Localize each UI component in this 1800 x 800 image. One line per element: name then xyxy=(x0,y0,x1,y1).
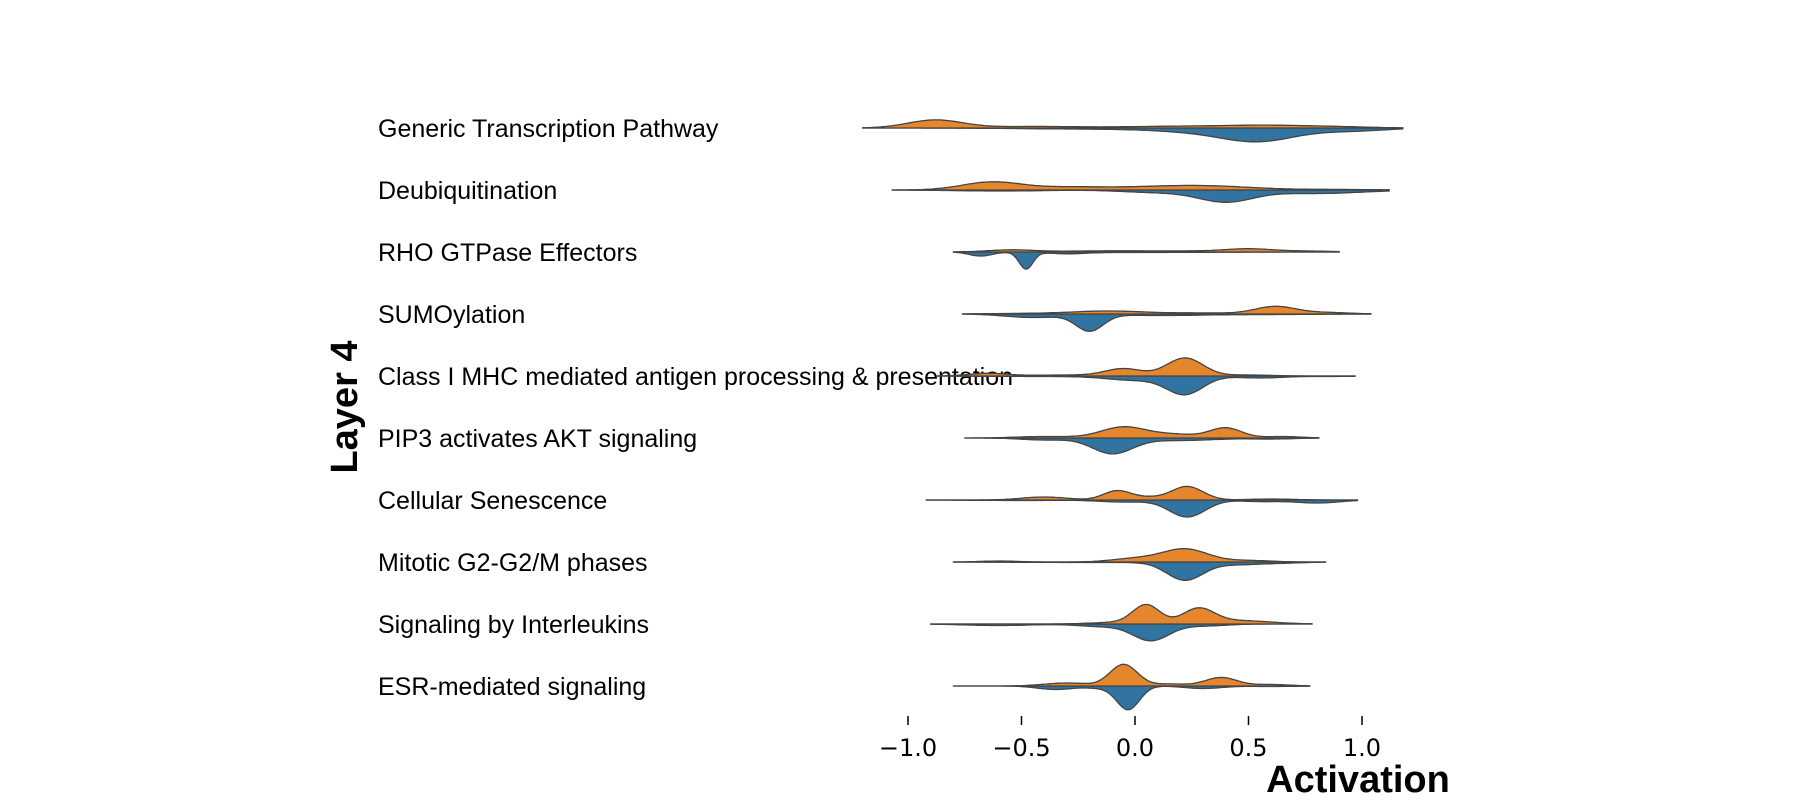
violin-lower-half xyxy=(961,313,1372,333)
violin-upper-half xyxy=(952,248,1340,253)
violin-upper-half xyxy=(925,485,1359,501)
violin-lower-half xyxy=(952,561,1327,581)
y-axis-title: Layer 4 xyxy=(324,340,366,473)
x-tick-label: 1.0 xyxy=(1343,734,1381,762)
violin-lower-half xyxy=(952,685,1311,711)
violin-upper-half xyxy=(952,663,1311,687)
row-label: Signaling by Interleukins xyxy=(378,611,649,639)
violin-upper-half xyxy=(952,547,1327,563)
violin-lower-half xyxy=(925,499,1359,518)
violin-lower-half xyxy=(930,623,1313,642)
row-label: Cellular Senescence xyxy=(378,487,607,515)
row-labels: Generic Transcription Pathway Deubiquitin… xyxy=(378,115,1013,701)
violin-upper-half xyxy=(930,603,1313,625)
x-tick-label: −0.5 xyxy=(992,734,1050,762)
violin-lower-half xyxy=(964,437,1320,455)
row-label: Mitotic G2-G2/M phases xyxy=(378,549,648,577)
x-tick-label: 0.0 xyxy=(1116,734,1154,762)
x-axis-title: Activation xyxy=(1266,759,1450,800)
x-axis: −1.0 −0.5 0.0 0.5 1.0 xyxy=(879,716,1381,762)
row-label: Deubiquitination xyxy=(378,177,557,205)
row-label: Class I MHC mediated antigen processing … xyxy=(378,363,1013,391)
violin-lower-half xyxy=(861,127,1404,143)
row-label: Generic Transcription Pathway xyxy=(378,115,719,143)
violin-upper-half xyxy=(936,357,1356,377)
row-label: RHO GTPase Effectors xyxy=(378,239,637,267)
violins xyxy=(861,119,1404,711)
violin-lower-half xyxy=(952,251,1340,270)
violin-upper-half xyxy=(891,181,1390,191)
row-label: SUMOylation xyxy=(378,301,525,329)
x-tick-label: −1.0 xyxy=(879,734,937,762)
violin-upper-half xyxy=(861,119,1404,129)
violin-upper-half xyxy=(961,305,1372,315)
row-label: PIP3 activates AKT signaling xyxy=(378,425,697,453)
violin-lower-half xyxy=(891,189,1390,203)
x-tick-label: 0.5 xyxy=(1229,734,1267,762)
row-label: ESR-mediated signaling xyxy=(378,673,646,701)
violin-upper-half xyxy=(964,426,1320,439)
